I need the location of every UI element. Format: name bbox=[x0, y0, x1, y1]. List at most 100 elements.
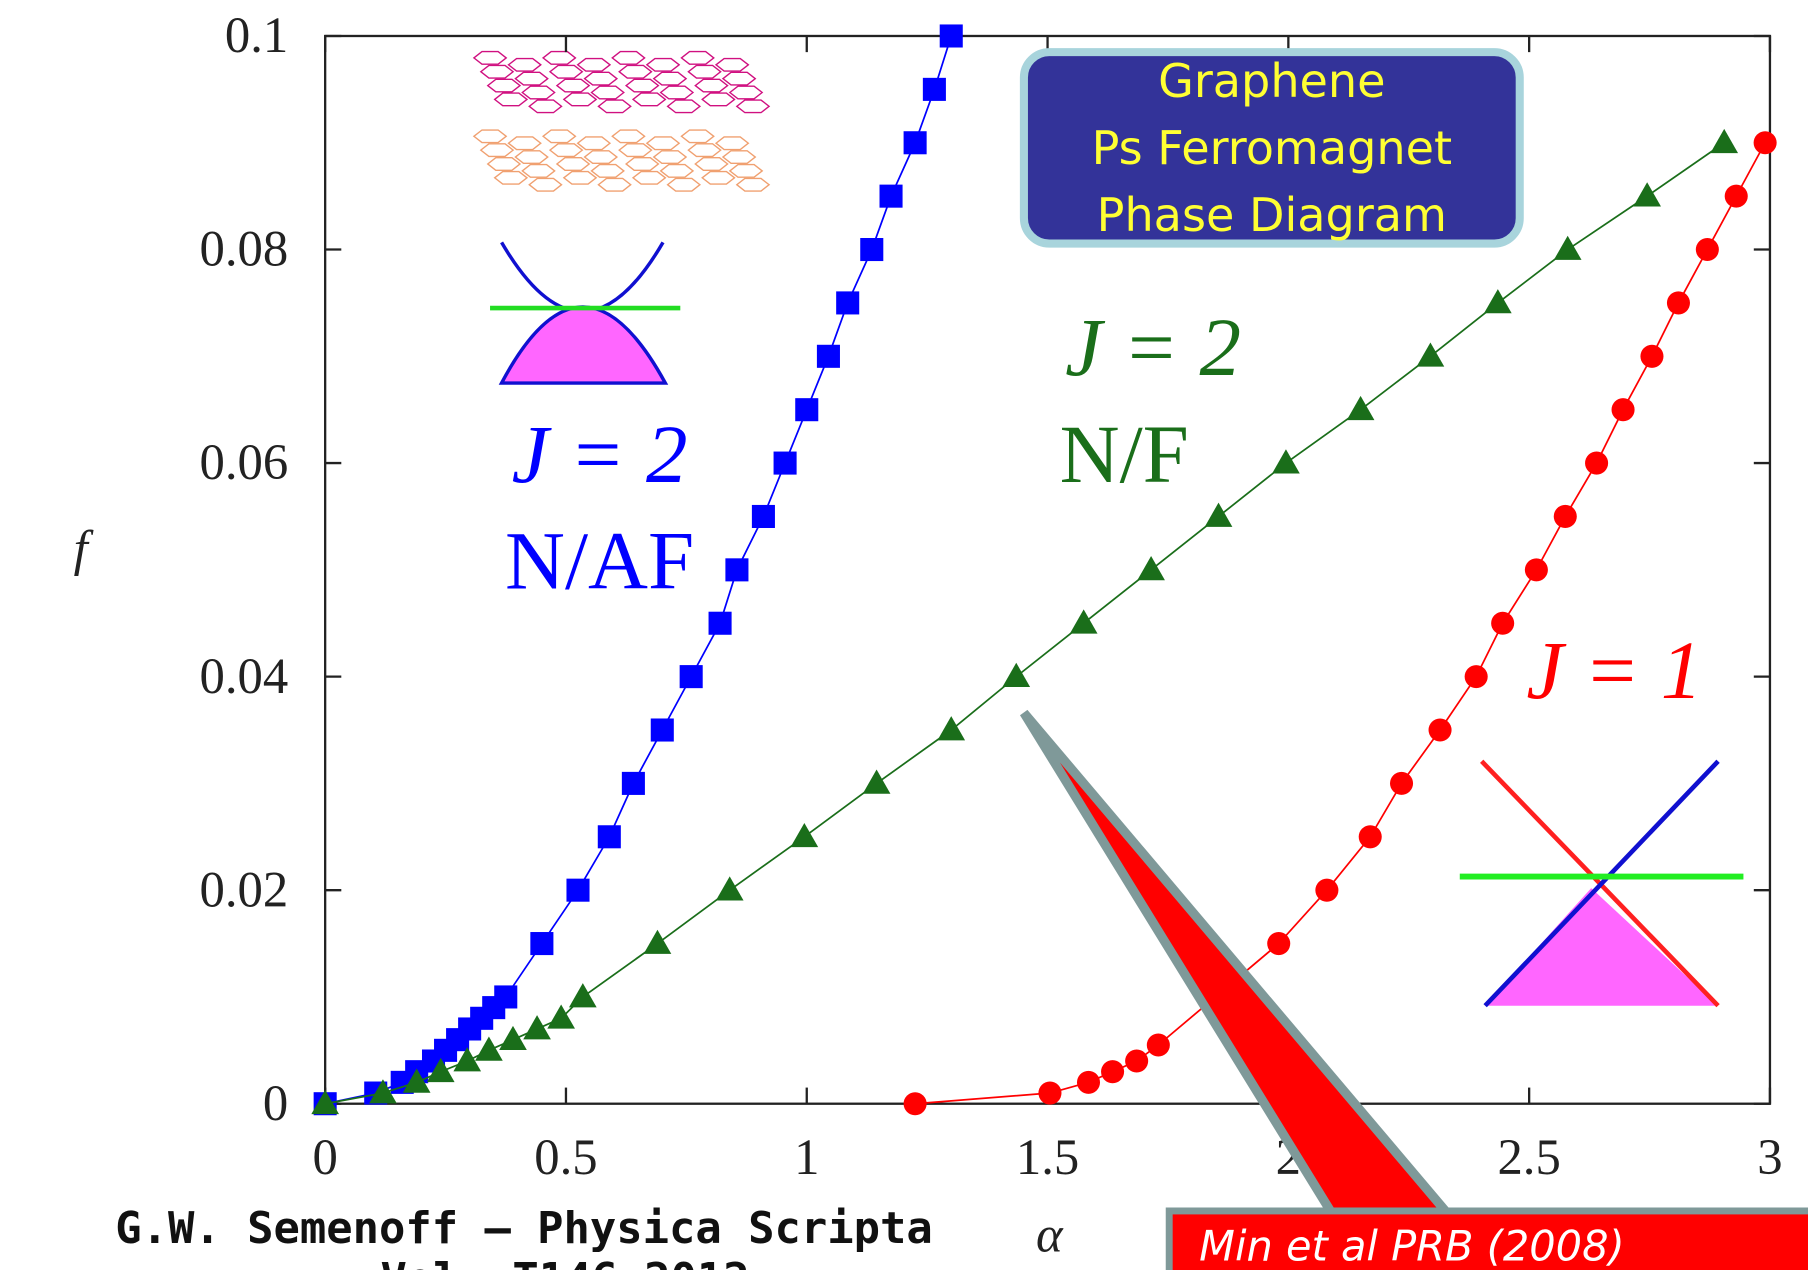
hexagon bbox=[481, 65, 513, 78]
hexagon bbox=[668, 178, 700, 191]
square-marker bbox=[494, 985, 517, 1008]
hexagon bbox=[737, 100, 769, 113]
hexagon bbox=[688, 144, 720, 157]
circle-marker bbox=[1667, 291, 1690, 314]
hexagon bbox=[737, 178, 769, 191]
circle-marker bbox=[1754, 131, 1777, 154]
circle-marker bbox=[1390, 772, 1413, 795]
series-name: J = 2 bbox=[1065, 301, 1241, 393]
square-marker bbox=[860, 238, 883, 261]
hexagon bbox=[550, 65, 582, 78]
square-marker bbox=[725, 558, 748, 581]
x-axis-label: α bbox=[1036, 1206, 1064, 1262]
circle-marker bbox=[1640, 345, 1663, 368]
triangle-marker bbox=[1347, 396, 1375, 420]
band-inset-linear bbox=[1460, 761, 1744, 1005]
hexagon bbox=[619, 65, 651, 78]
hexagon bbox=[633, 172, 665, 185]
triangle-marker bbox=[499, 1026, 527, 1050]
square-marker bbox=[566, 879, 589, 902]
hexagon bbox=[626, 79, 658, 92]
circle-marker bbox=[1465, 665, 1488, 688]
hexagon bbox=[612, 130, 644, 143]
hexagon bbox=[661, 165, 693, 178]
square-marker bbox=[904, 131, 927, 154]
circle-marker bbox=[1101, 1060, 1124, 1083]
circle-marker bbox=[1267, 932, 1290, 955]
hexagon bbox=[598, 100, 630, 113]
y-axis-label: f bbox=[74, 520, 94, 576]
triangle-marker bbox=[1484, 289, 1512, 313]
title-line: Graphene bbox=[1158, 54, 1385, 108]
hexagon bbox=[578, 59, 610, 72]
circle-marker bbox=[1077, 1071, 1100, 1094]
square-marker bbox=[622, 772, 645, 795]
hexagon bbox=[647, 137, 679, 150]
hexagon bbox=[668, 100, 700, 113]
circle-marker bbox=[1315, 879, 1338, 902]
hexagon bbox=[654, 72, 686, 85]
square-marker bbox=[651, 718, 674, 741]
band-inset-quadratic bbox=[490, 242, 680, 383]
hexagon bbox=[557, 79, 589, 92]
triangle-marker bbox=[716, 876, 744, 900]
hexagon bbox=[688, 65, 720, 78]
hexagon bbox=[681, 130, 713, 143]
circle-marker bbox=[1147, 1033, 1170, 1056]
square-marker bbox=[923, 78, 946, 101]
series-phase: N/F bbox=[1060, 408, 1189, 500]
hexagon bbox=[515, 72, 547, 85]
triangle-marker bbox=[523, 1015, 551, 1039]
square-marker bbox=[752, 505, 775, 528]
title-line: Ps Ferromagnet bbox=[1092, 121, 1452, 175]
callout-arrow bbox=[1024, 713, 1455, 1223]
hexagon bbox=[474, 130, 506, 143]
square-marker bbox=[709, 612, 732, 635]
hexagon bbox=[730, 86, 762, 99]
hexagon bbox=[488, 158, 520, 171]
triangle-marker bbox=[1137, 556, 1165, 580]
triangle-marker bbox=[1710, 129, 1738, 153]
hexagon bbox=[488, 79, 520, 92]
circle-marker bbox=[1696, 238, 1719, 261]
square-marker bbox=[774, 452, 797, 475]
hexagon bbox=[695, 79, 727, 92]
x-tick-label: 1 bbox=[794, 1129, 819, 1185]
circle-marker bbox=[1725, 185, 1748, 208]
hexagon bbox=[495, 172, 527, 185]
y-tick-label: 0 bbox=[263, 1075, 288, 1131]
series-name: J = 1 bbox=[1526, 624, 1702, 716]
triangle-marker bbox=[1633, 182, 1661, 206]
hexagon bbox=[695, 158, 727, 171]
circle-marker bbox=[1038, 1082, 1061, 1105]
x-tick-label: 0 bbox=[312, 1129, 337, 1185]
circle-marker bbox=[1429, 718, 1452, 741]
hexagon bbox=[681, 52, 713, 65]
hexagon bbox=[654, 151, 686, 164]
title-line: Phase Diagram bbox=[1097, 188, 1447, 242]
y-tick-label: 0.08 bbox=[199, 221, 288, 277]
citation: Vol. T146 2012 bbox=[381, 1254, 750, 1270]
series-phase: N/AF bbox=[505, 514, 694, 606]
circle-marker bbox=[904, 1092, 927, 1115]
triangle-marker bbox=[644, 930, 672, 954]
hexagon bbox=[550, 144, 582, 157]
hexagon bbox=[723, 72, 755, 85]
hexagon bbox=[515, 151, 547, 164]
square-marker bbox=[817, 345, 840, 368]
y-tick-label: 0.06 bbox=[199, 434, 288, 490]
hexagon bbox=[509, 59, 541, 72]
square-marker bbox=[530, 932, 553, 955]
triangle-marker bbox=[1205, 503, 1233, 527]
hexagon bbox=[585, 151, 617, 164]
y-tick-label: 0.02 bbox=[199, 861, 288, 917]
square-marker bbox=[680, 665, 703, 688]
hexagon bbox=[522, 165, 554, 178]
hexagon bbox=[612, 52, 644, 65]
circle-marker bbox=[1554, 505, 1577, 528]
hexagon bbox=[522, 86, 554, 99]
square-marker bbox=[598, 825, 621, 848]
x-tick-label: 0.5 bbox=[534, 1129, 597, 1185]
x-tick-label: 2.5 bbox=[1497, 1129, 1560, 1185]
hexagon bbox=[564, 172, 596, 185]
